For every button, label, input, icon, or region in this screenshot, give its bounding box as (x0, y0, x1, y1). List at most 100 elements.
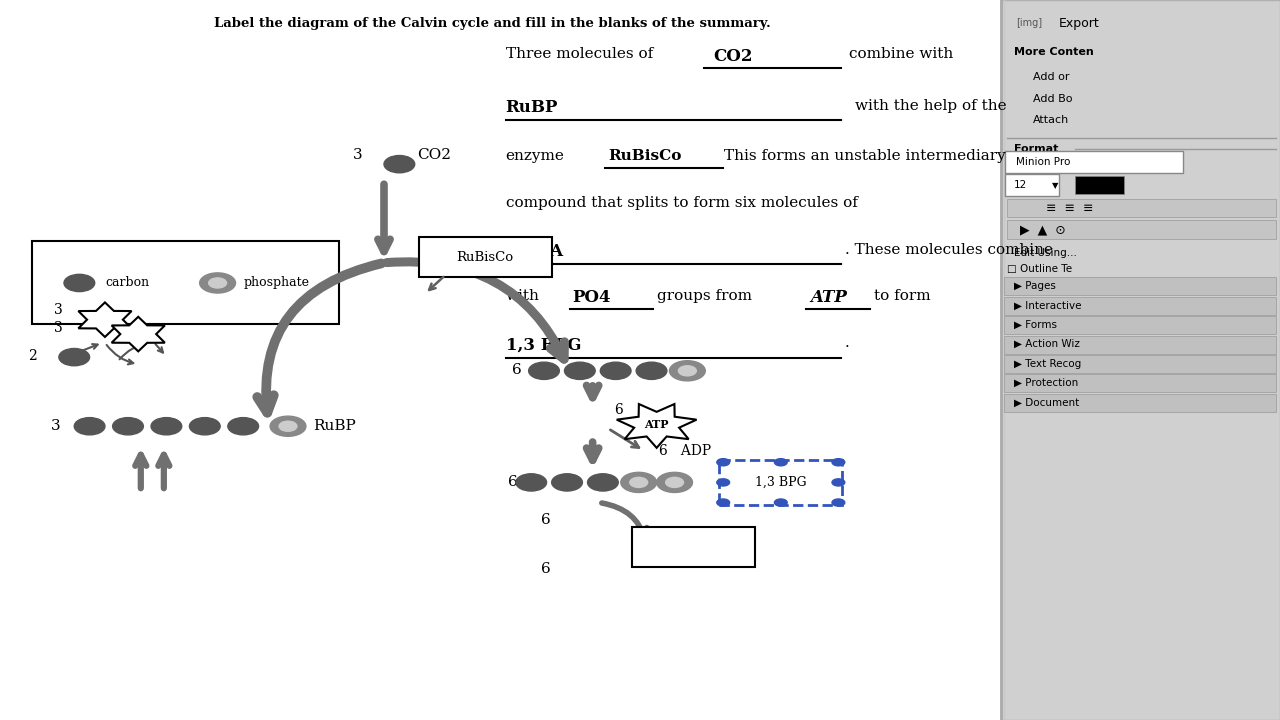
Text: [img]: [img] (1016, 18, 1042, 28)
Text: ATP: ATP (644, 419, 669, 431)
FancyBboxPatch shape (1005, 151, 1183, 173)
Bar (1004, 394, 1276, 412)
FancyBboxPatch shape (719, 460, 842, 505)
Text: ≡  ≡  ≡: ≡ ≡ ≡ (1046, 202, 1093, 215)
Bar (1004, 316, 1276, 334)
Polygon shape (111, 317, 165, 351)
Circle shape (516, 474, 547, 491)
Circle shape (384, 156, 415, 173)
Text: .: . (845, 336, 850, 350)
Text: Attach: Attach (1033, 115, 1069, 125)
Circle shape (228, 418, 259, 435)
Circle shape (552, 474, 582, 491)
Circle shape (636, 362, 667, 379)
Text: with: with (506, 289, 539, 303)
Circle shape (621, 472, 657, 492)
Text: 6: 6 (541, 562, 552, 576)
Text: 6   ADP: 6 ADP (659, 444, 712, 458)
Polygon shape (617, 404, 696, 448)
Circle shape (630, 477, 648, 487)
Text: phosphate: phosphate (243, 276, 310, 289)
Text: ▶ Text Recog: ▶ Text Recog (1014, 359, 1082, 369)
Text: 6: 6 (508, 474, 518, 489)
Circle shape (564, 362, 595, 379)
Circle shape (678, 366, 696, 376)
Text: ▶ Forms: ▶ Forms (1014, 320, 1057, 330)
Text: Export: Export (1059, 17, 1100, 30)
Text: with the help of the: with the help of the (855, 99, 1006, 112)
Circle shape (832, 499, 845, 506)
Circle shape (200, 273, 236, 293)
Text: ▶ Protection: ▶ Protection (1014, 378, 1078, 388)
Circle shape (717, 459, 730, 466)
Text: RuBisCo: RuBisCo (457, 251, 513, 264)
Text: 12: 12 (1014, 180, 1027, 190)
Text: This forms an unstable intermediary: This forms an unstable intermediary (724, 149, 1006, 163)
Text: ▶ Action Wiz: ▶ Action Wiz (1014, 339, 1079, 349)
Bar (1004, 277, 1276, 295)
Text: Minion Pro: Minion Pro (1016, 157, 1070, 167)
Circle shape (717, 499, 730, 506)
FancyBboxPatch shape (632, 527, 755, 567)
Text: . These molecules combine: . These molecules combine (845, 243, 1053, 256)
Text: Three molecules of: Three molecules of (506, 47, 658, 60)
Text: 1,3 BPG: 1,3 BPG (755, 476, 806, 489)
Text: ▶  ▲  ⊙: ▶ ▲ ⊙ (1020, 223, 1066, 236)
Circle shape (774, 459, 787, 466)
FancyBboxPatch shape (32, 241, 339, 324)
Polygon shape (78, 302, 132, 337)
Text: Add or: Add or (1033, 72, 1070, 82)
Text: ▶ Pages: ▶ Pages (1014, 281, 1056, 291)
Circle shape (669, 361, 705, 381)
Text: 3: 3 (54, 302, 63, 317)
Circle shape (189, 418, 220, 435)
Text: combine with: combine with (849, 47, 952, 60)
Bar (1075, 176, 1124, 194)
Bar (1004, 374, 1276, 392)
Circle shape (113, 418, 143, 435)
Text: ATP: ATP (810, 289, 847, 307)
Circle shape (717, 479, 730, 486)
Bar (1004, 297, 1276, 315)
Circle shape (666, 477, 684, 487)
Text: 2: 2 (28, 349, 37, 364)
Circle shape (74, 418, 105, 435)
Text: enzyme: enzyme (506, 149, 564, 163)
Text: CO2: CO2 (417, 148, 452, 162)
Circle shape (774, 499, 787, 506)
Circle shape (832, 459, 845, 466)
Circle shape (279, 421, 297, 431)
Text: RuBisCo: RuBisCo (608, 149, 681, 163)
Text: PO4: PO4 (572, 289, 611, 307)
Circle shape (529, 362, 559, 379)
Text: 3: 3 (51, 418, 61, 433)
Text: 3: 3 (353, 148, 364, 162)
Circle shape (64, 274, 95, 292)
FancyBboxPatch shape (1005, 174, 1059, 196)
Text: 3-PGA: 3-PGA (506, 243, 563, 260)
Text: ▶ Document: ▶ Document (1014, 397, 1079, 408)
Bar (1001, 0, 1280, 720)
Text: RuBP: RuBP (506, 99, 558, 116)
Text: □ Outline Te: □ Outline Te (1007, 264, 1073, 274)
Text: 6: 6 (512, 363, 522, 377)
Bar (1007, 199, 1276, 217)
Text: Edit Using...: Edit Using... (1014, 248, 1076, 258)
Circle shape (209, 278, 227, 288)
Text: ▼: ▼ (1052, 181, 1059, 189)
Text: 6: 6 (541, 513, 552, 527)
Circle shape (59, 348, 90, 366)
Text: carbon: carbon (105, 276, 148, 289)
Text: Format: Format (1014, 144, 1059, 154)
Circle shape (832, 479, 845, 486)
Circle shape (270, 416, 306, 436)
Text: Add Bo: Add Bo (1033, 94, 1073, 104)
Text: 3: 3 (54, 320, 63, 335)
Text: ▶ Interactive: ▶ Interactive (1014, 300, 1082, 310)
FancyBboxPatch shape (419, 237, 552, 277)
Circle shape (588, 474, 618, 491)
Circle shape (600, 362, 631, 379)
Text: 6: 6 (614, 403, 623, 418)
Text: Label the diagram of the Calvin cycle and fill in the blanks of the summary.: Label the diagram of the Calvin cycle an… (215, 17, 771, 30)
Bar (1004, 336, 1276, 354)
